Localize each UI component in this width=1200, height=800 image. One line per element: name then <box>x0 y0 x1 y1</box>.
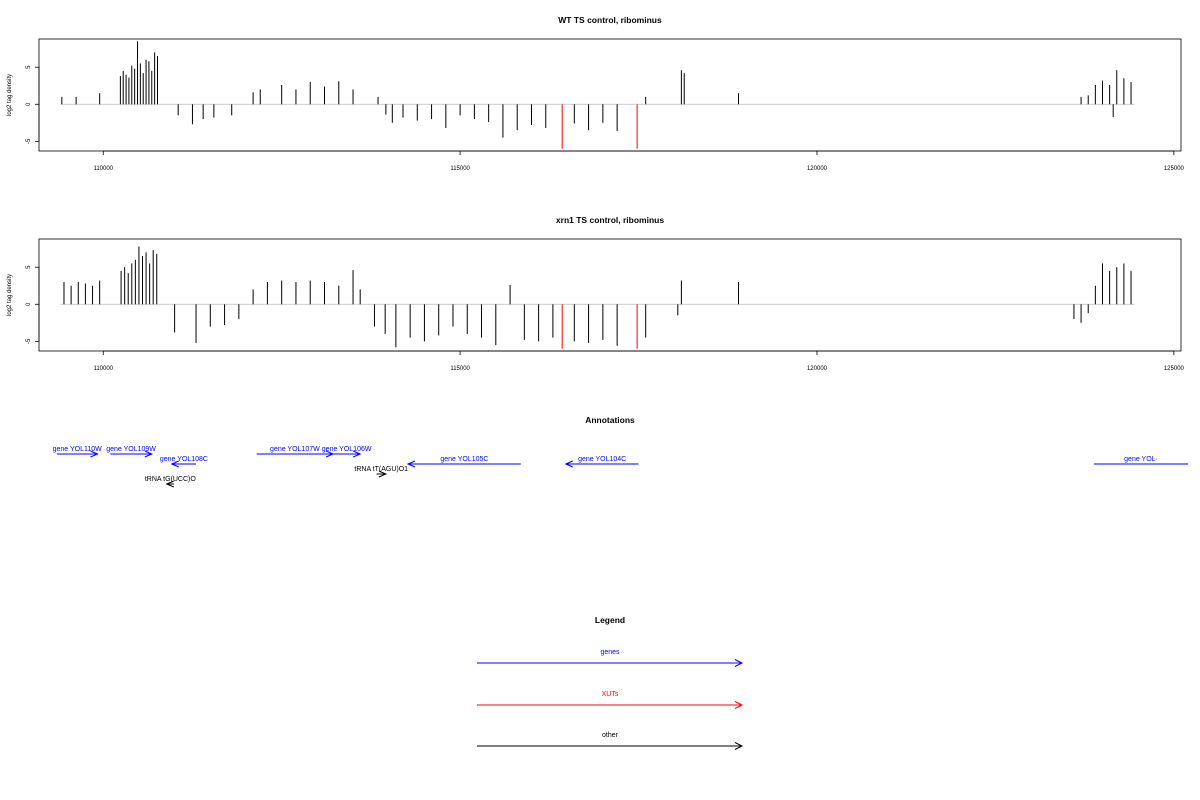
wt-x-axis: 110000 115000 120000 125000 <box>93 150 1185 172</box>
xrn1-plot-frame <box>38 238 1182 352</box>
feature-label: gene YOL108C <box>160 456 208 463</box>
xrn1-y-axis-label: log2 tag density <box>7 274 13 316</box>
xrn1-bars <box>63 246 1132 349</box>
legend-arrowhead <box>734 742 744 750</box>
wt-panel-title: WT TS control, ribominus <box>558 15 662 25</box>
feature: gene YOL104C <box>564 456 639 468</box>
feature-label: gene YOL109W <box>106 446 156 453</box>
xrn1-x-tick-label: 115000 <box>450 366 470 372</box>
feature: gene YOL105C <box>406 456 521 468</box>
feature-arrowhead <box>378 470 388 478</box>
xrn1-x-axis: 110000 115000 120000 125000 <box>93 350 1185 372</box>
legend-item: XUTs <box>477 691 744 709</box>
xrn1-x-tick-label: 110000 <box>93 366 113 372</box>
wt-x-tick-label: 110000 <box>93 166 113 172</box>
xrn1-x-tick-label: 125000 <box>1164 366 1185 372</box>
xrn1-y-axis: -5 0 5 <box>26 265 40 344</box>
wt-x-tick-label: 115000 <box>450 166 470 172</box>
feature: gene YOL· <box>1093 456 1189 465</box>
feature-label: gene YOL107W <box>270 446 320 453</box>
wt-y-tick-label: 0 <box>26 102 32 106</box>
legend-label: genes <box>600 649 620 656</box>
legend-arrowhead <box>734 659 744 667</box>
feature-layer: gene YOL110W gene YOL109W gene YOL108C gene… <box>53 446 1189 488</box>
wt-y-axis-label: log2 tag density <box>7 74 13 116</box>
feature: gene YOL109W <box>106 446 156 458</box>
feature-label: gene YOL105C <box>440 456 488 463</box>
legend-label: XUTs <box>602 691 619 698</box>
legend-arrowhead <box>734 701 744 709</box>
legend-item: genes <box>477 649 744 667</box>
wt-y-axis: -5 0 5 <box>26 65 40 144</box>
xrn1-y-tick-label: 5 <box>26 265 32 269</box>
legend-items: genes XUTs other <box>477 649 744 750</box>
feature: tRNA tT(AGU)O1 <box>354 466 408 478</box>
feature: gene YOL106W <box>322 446 372 458</box>
feature-label: gene YOL106W <box>322 446 372 453</box>
xrn1-panel-title: xrn1 TS control, ribominus <box>556 215 664 225</box>
feature-arrowhead <box>352 450 362 458</box>
feature-label: gene YOL· <box>1124 456 1158 463</box>
wt-x-tick-label: 125000 <box>1164 166 1185 172</box>
feature-label: tRNA tG(UCC)O <box>145 476 197 483</box>
legend-title: Legend <box>595 615 625 625</box>
legend-label: other <box>602 732 619 739</box>
wt-plot-frame <box>38 38 1182 152</box>
wt-y-tick-label: -5 <box>26 138 32 144</box>
feature: gene YOL108C <box>160 456 208 468</box>
xrn1-y-tick-label: -5 <box>26 338 32 344</box>
feature: gene YOL110W <box>53 446 103 458</box>
feature-label: tRNA tT(AGU)O1 <box>354 466 408 473</box>
feature-arrowhead <box>564 460 573 468</box>
feature-arrowhead <box>170 460 179 468</box>
wt-x-tick-label: 120000 <box>807 166 828 172</box>
annotations-title: Annotations <box>585 415 635 425</box>
wt-bars <box>61 41 1132 149</box>
legend-item: other <box>477 732 744 750</box>
feature-arrowhead <box>90 450 99 458</box>
legend: Legend genes XUTs other <box>477 615 744 750</box>
xrn1-panel: xrn1 TS control, ribominus 110000 115000 1… <box>7 215 1185 372</box>
xrn1-x-tick-label: 120000 <box>807 366 828 372</box>
feature-label: gene YOL110W <box>53 446 103 453</box>
annotations-track: Annotations gene YOL110W gene YOL109Wgene… <box>53 415 1189 488</box>
wt-y-tick-label: 5 <box>26 65 32 69</box>
xrn1-y-tick-label: 0 <box>26 302 32 306</box>
feature-arrowhead <box>165 480 174 488</box>
feature-arrowhead <box>406 460 416 468</box>
feature: tRNA tG(UCC)O <box>145 476 197 488</box>
wt-panel: WT TS control, ribominus 110000 115000 120… <box>7 15 1185 172</box>
feature-label: gene YOL104C <box>578 456 626 463</box>
feature-arrowhead <box>144 450 154 458</box>
